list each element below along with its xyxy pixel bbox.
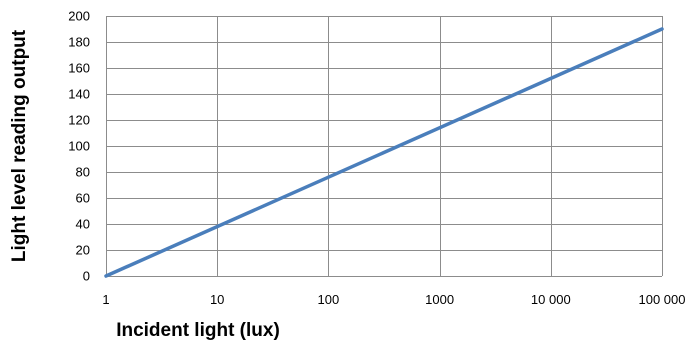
y-tick-label: 40 xyxy=(76,217,90,232)
y-tick-label: 180 xyxy=(68,35,90,50)
y-tick-label: 80 xyxy=(76,165,90,180)
x-tick-label: 10 000 xyxy=(531,292,571,307)
y-tick-label: 200 xyxy=(68,9,90,24)
series-line xyxy=(104,27,664,278)
x-tick-label: 100 000 xyxy=(639,292,686,307)
x-tick-labels: 1 10 100 1000 10 000 100 000 xyxy=(102,292,685,307)
y-tick-label: 120 xyxy=(68,113,90,128)
y-tick-label: 160 xyxy=(68,61,90,76)
series-group xyxy=(104,27,664,278)
x-axis-title: Incident light (lux) xyxy=(116,320,280,341)
x-tick-label: 1000 xyxy=(425,292,454,307)
y-axis-title: Light level reading output xyxy=(9,29,30,262)
y-tick-label: 20 xyxy=(76,243,90,258)
y-tick-label: 60 xyxy=(76,191,90,206)
x-tick-label: 1 xyxy=(102,292,109,307)
x-tick-label: 10 xyxy=(210,292,224,307)
y-tick-label: 0 xyxy=(83,269,90,284)
y-tick-labels: 0 20 40 60 80 100 120 140 160 180 200 xyxy=(68,9,90,284)
x-tick-label: 100 xyxy=(318,292,340,307)
grid xyxy=(106,16,663,277)
y-tick-label: 140 xyxy=(68,87,90,102)
y-tick-label: 100 xyxy=(68,139,90,154)
